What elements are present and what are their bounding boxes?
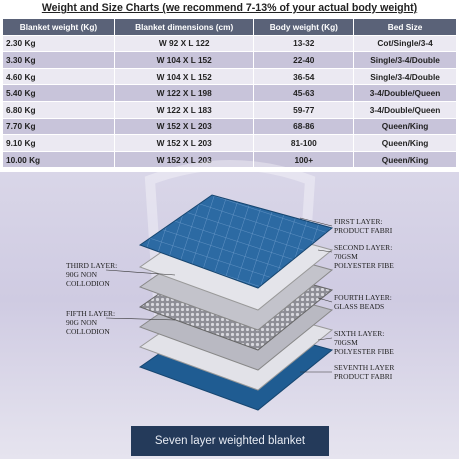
leader-line [317, 337, 333, 341]
layer-label: PRODUCT FABRI [334, 372, 393, 381]
layer-label: COLLODION [66, 327, 110, 336]
table-cell: W 122 X L 183 [113, 100, 255, 119]
layer-label: SECOND LAYER: [334, 243, 392, 252]
table-cell: Cot/Single/3-4 [353, 34, 457, 53]
column-header: Blanket dimensions (cm) [113, 18, 255, 36]
leader-line [299, 217, 333, 227]
layer-label: GLASS BEADS [334, 302, 384, 311]
table-cell: Queen/King [353, 134, 457, 152]
layer-label: SIXTH LAYER: [334, 329, 384, 338]
layer-label: POLYESTER FIBE [334, 347, 394, 356]
table-cell: W 152 X L 203 [113, 150, 255, 169]
layer-label: FIRST LAYER: [334, 217, 383, 226]
table-cell: Single/3-4/Double [353, 51, 457, 69]
table-cell: 10.00 Kg [2, 150, 115, 169]
column-header: Bed Size [353, 18, 457, 36]
layer-label: FIFTH LAYER: [66, 309, 115, 318]
table-row: 4.60 Kg W 104 X L 152 36-54 Single/3-4/Doub… [2, 67, 457, 86]
table-cell: Queen/King [353, 150, 457, 169]
table-cell: 100+ [253, 150, 355, 169]
table-cell: W 104 X L 152 [113, 67, 255, 86]
leader-line [317, 297, 333, 303]
table-cell: W 122 X L 198 [113, 84, 255, 102]
layer-label: POLYESTER FIBE [334, 261, 394, 270]
layer-label: 90G NON [66, 318, 98, 327]
table-cell: 81-100 [253, 134, 355, 152]
caption: Seven layer weighted blanket [131, 426, 329, 456]
layer-label: 90G NON [66, 270, 98, 279]
table-cell: W 152 X L 203 [113, 134, 255, 152]
table-cell: 59-77 [253, 100, 355, 119]
table-row: 9.10 Kg W 152 X L 203 81-100 Queen/King [2, 134, 457, 152]
layer-label: THIRD LAYER: [66, 261, 117, 270]
size-table: Blanket weight (Kg) Blanket dimensions (c… [2, 18, 457, 169]
leader-line [317, 249, 333, 253]
table-cell: 7.70 Kg [2, 117, 115, 136]
column-header: Blanket weight (Kg) [2, 18, 115, 36]
table-cell: 22-40 [253, 51, 355, 69]
header-row: Blanket weight (Kg) Blanket dimensions (c… [2, 18, 457, 36]
table-cell: W 92 X L 122 [113, 34, 255, 53]
table-cell: 36-54 [253, 67, 355, 86]
table-cell: 3.30 Kg [2, 51, 115, 69]
layer-label: 70GSM [334, 252, 358, 261]
table-cell: Queen/King [353, 117, 457, 136]
leader-line [105, 269, 176, 276]
layer-label: 70GSM [334, 338, 358, 347]
layers [139, 194, 333, 411]
table-row: 10.00 Kg W 152 X L 203 100+ Queen/King [2, 150, 457, 169]
table-cell: 2.30 Kg [2, 34, 115, 53]
table-row: 7.70 Kg W 152 X L 203 68-86 Queen/King [2, 117, 457, 136]
table-cell: W 104 X L 152 [113, 51, 255, 69]
leader-line [105, 317, 176, 321]
layer-label: FOURTH LAYER: [334, 293, 392, 302]
layer-label: COLLODION [66, 279, 110, 288]
chart-title: Weight and Size Charts (we recommend 7-1… [41, 2, 418, 14]
layer-label: PRODUCT FABRI [334, 226, 393, 235]
table-cell: 9.10 Kg [2, 134, 115, 152]
table-row: 3.30 Kg W 104 X L 152 22-40 Single/3-4/Doub… [2, 51, 457, 69]
table-cell: 13-32 [253, 34, 355, 53]
table-cell: 45-63 [253, 84, 355, 102]
layer-label: SEVENTH LAYER [334, 363, 394, 372]
table-row: 2.30 Kg W 92 X L 122 13-32 Cot/Single/3-4 [2, 34, 457, 53]
